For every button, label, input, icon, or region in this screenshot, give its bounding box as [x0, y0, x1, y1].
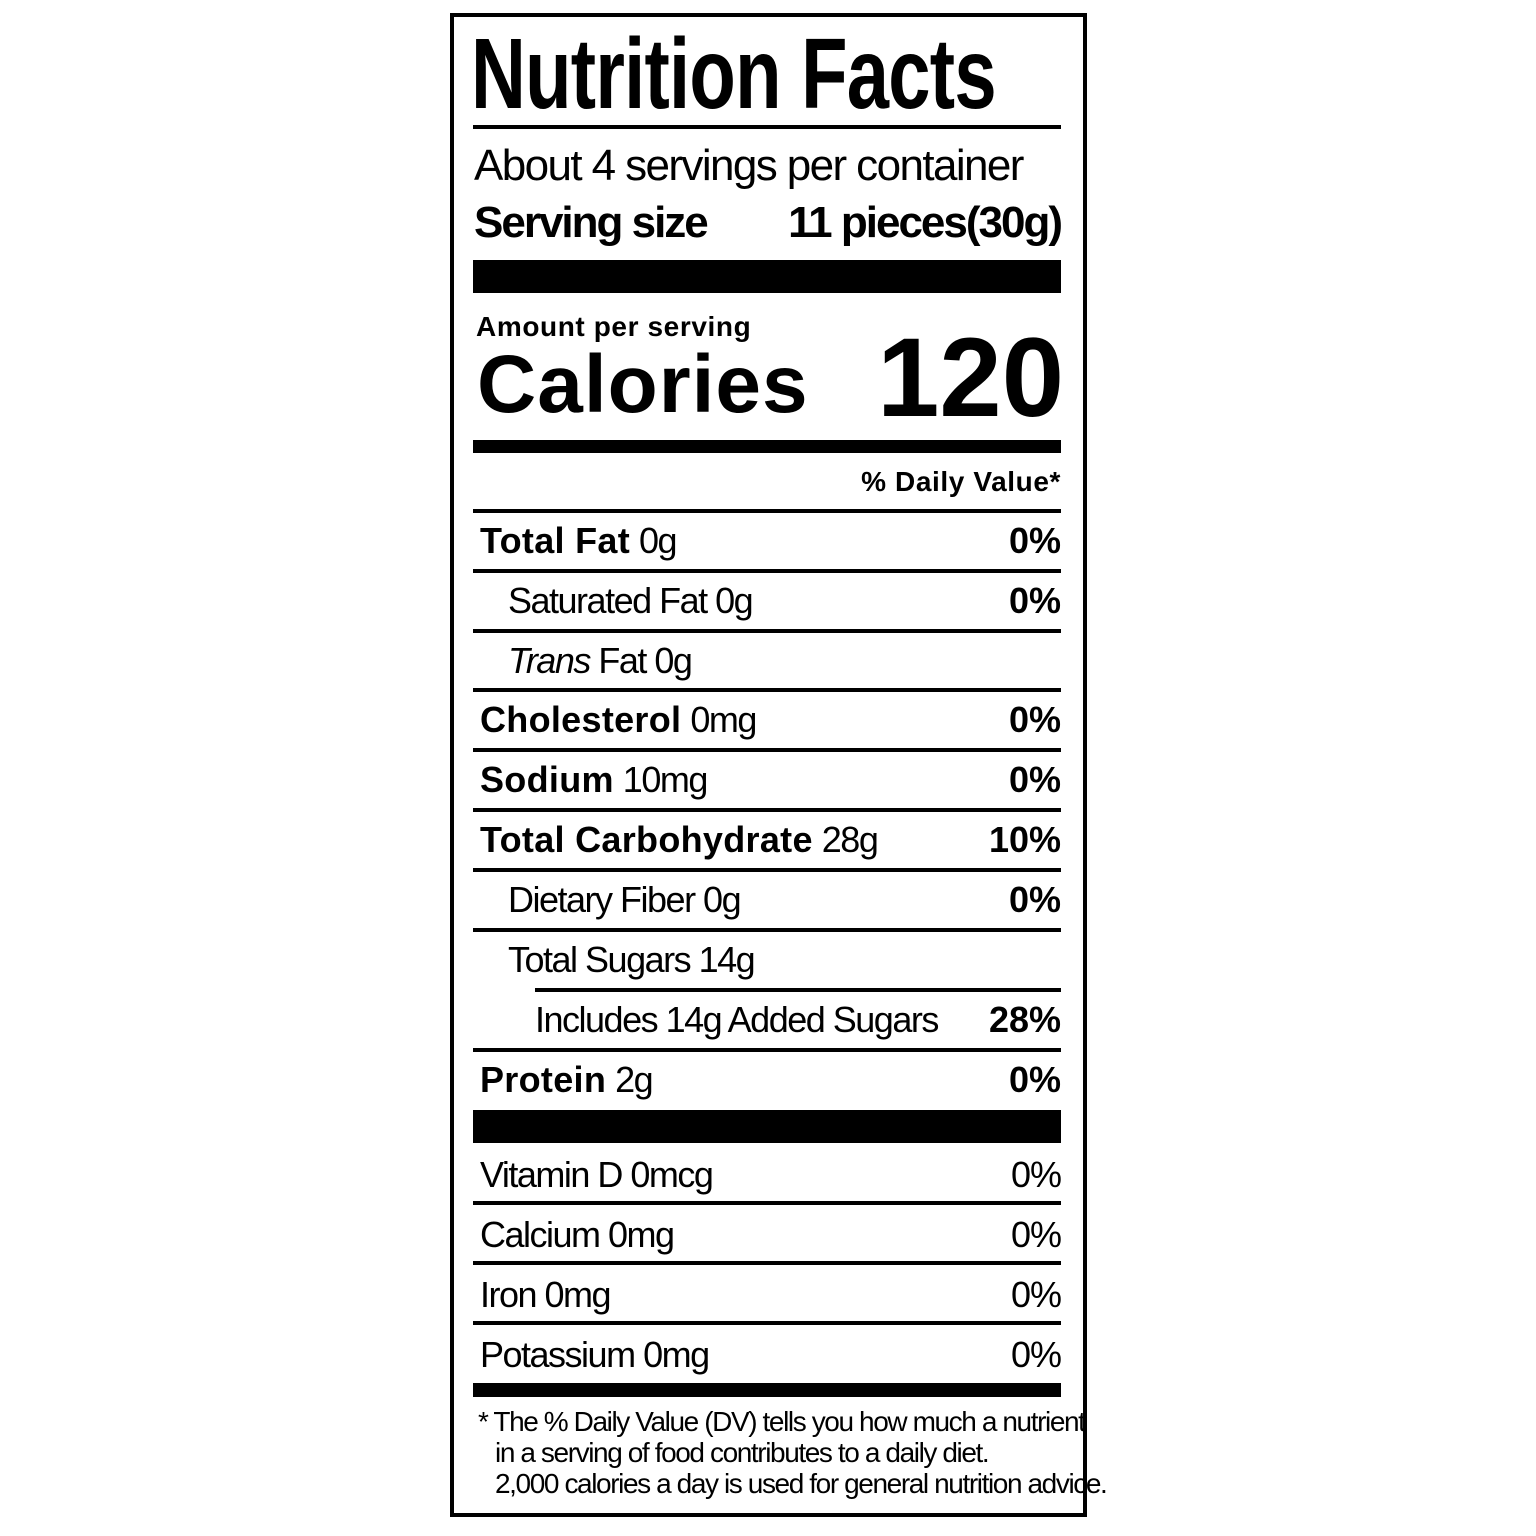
nutrient-row-dietary-fiber: Dietary Fiber 0g 0%	[473, 870, 1061, 930]
divider	[473, 629, 1061, 633]
divider	[473, 688, 1061, 692]
nutrient-label: Protein	[480, 1059, 607, 1100]
nutrient-row-total-carbohydrate: Total Carbohydrate 28g 10%	[473, 810, 1061, 870]
vitamin-row-vitamin-d: Vitamin D 0mcg 0%	[473, 1145, 1062, 1205]
nutrient-row-saturated-fat: Saturated Fat 0g 0%	[473, 571, 1061, 631]
vitamin-label: Vitamin D 0mcg	[480, 1154, 714, 1195]
vitamin-dv: 0%	[1010, 1214, 1062, 1255]
nutrient-label: Total Fat	[480, 520, 631, 561]
nutrient-dv: 0%	[1008, 699, 1061, 740]
nutrient-label: Sodium	[480, 759, 614, 800]
nutrient-label: Fat 0g	[589, 640, 693, 681]
divider	[473, 1048, 1061, 1052]
nutrient-row-total-sugars: Total Sugars 14g	[473, 930, 1061, 990]
divider	[473, 1321, 1061, 1325]
vitamin-row-calcium: Calcium 0mg 0%	[473, 1205, 1062, 1265]
nutrient-label: Includes 14g Added Sugars	[535, 999, 939, 1040]
nutrient-amount: 10mg	[622, 759, 709, 800]
amount-per-serving: Amount per serving	[476, 311, 752, 342]
vitamin-dv: 0%	[1010, 1274, 1062, 1315]
divider	[473, 569, 1061, 573]
nutrient-label: Saturated Fat 0g	[508, 580, 754, 621]
nutrient-label: Total Carbohydrate	[480, 819, 813, 860]
vitamin-label: Iron 0mg	[480, 1274, 612, 1315]
calories-label: Calories	[477, 339, 809, 430]
footnote-line: * The % Daily Value (DV) tells you how m…	[478, 1406, 1086, 1437]
divider	[473, 928, 1061, 932]
footnote-line: 2,000 calories a day is used for general…	[495, 1468, 1108, 1499]
nutrient-dv: 10%	[988, 819, 1061, 860]
nutrient-row-added-sugars: Includes 14g Added Sugars 28%	[473, 990, 1061, 1050]
nutrient-row-total-fat: Total Fat 0g 0%	[473, 511, 1061, 571]
footnote-line: in a serving of food contributes to a da…	[495, 1437, 990, 1468]
nutrient-dv: 0%	[1008, 1059, 1061, 1100]
medium-divider	[473, 1383, 1061, 1397]
nutrient-amount: 2g	[615, 1059, 654, 1100]
nutrient-row-cholesterol: Cholesterol 0mg 0%	[473, 690, 1061, 750]
divider	[473, 748, 1061, 752]
nutrition-label-border	[450, 13, 1087, 1517]
nutrient-amount: 0g	[639, 520, 678, 561]
nutrient-dv: 0%	[1008, 759, 1061, 800]
divider	[473, 509, 1061, 513]
divider	[535, 988, 1061, 992]
nutrient-dv: 0%	[1008, 879, 1061, 920]
nutrient-dv: 28%	[988, 999, 1061, 1040]
vitamin-dv: 0%	[1010, 1154, 1062, 1195]
vitamin-label: Calcium 0mg	[480, 1214, 675, 1255]
divider	[473, 808, 1061, 812]
thick-divider	[473, 1110, 1061, 1143]
divider	[473, 868, 1061, 872]
nutrient-amount: 28g	[821, 819, 879, 860]
nutrient-label: Cholesterol	[480, 699, 682, 740]
nutrient-label: Total Sugars 14g	[508, 939, 756, 980]
nutrient-row-protein: Protein 2g 0%	[473, 1050, 1061, 1110]
calories-value: 120	[877, 315, 1064, 440]
servings-per-container: About 4 servings per container	[474, 141, 1024, 190]
nutrient-label: Dietary Fiber 0g	[508, 879, 742, 920]
nutrient-dv: 0%	[1008, 520, 1061, 561]
vitamin-dv: 0%	[1010, 1334, 1062, 1375]
divider	[473, 1261, 1061, 1265]
footnote: * The % Daily Value (DV) tells you how m…	[478, 1406, 1108, 1499]
divider	[473, 1201, 1061, 1205]
nutrient-dv: 0%	[1008, 580, 1061, 621]
nutrient-row-sodium: Sodium 10mg 0%	[473, 750, 1061, 810]
vitamin-row-potassium: Potassium 0mg 0%	[473, 1325, 1062, 1385]
vitamin-label: Potassium 0mg	[480, 1334, 710, 1375]
thick-divider	[473, 260, 1061, 293]
serving-size-value: 11 pieces(30g)	[788, 198, 1063, 247]
nutrient-label-italic: Trans	[508, 640, 591, 681]
nutrient-amount: 0mg	[690, 699, 757, 740]
label-title: Nutrition Facts	[471, 18, 997, 130]
vitamin-row-iron: Iron 0mg 0%	[473, 1265, 1062, 1325]
divider	[473, 125, 1061, 129]
serving-size-label: Serving size	[474, 198, 709, 247]
nutrient-row-trans-fat: Trans Fat 0g	[473, 631, 1061, 691]
medium-divider	[473, 440, 1061, 453]
daily-value-header: % Daily Value*	[861, 466, 1061, 497]
